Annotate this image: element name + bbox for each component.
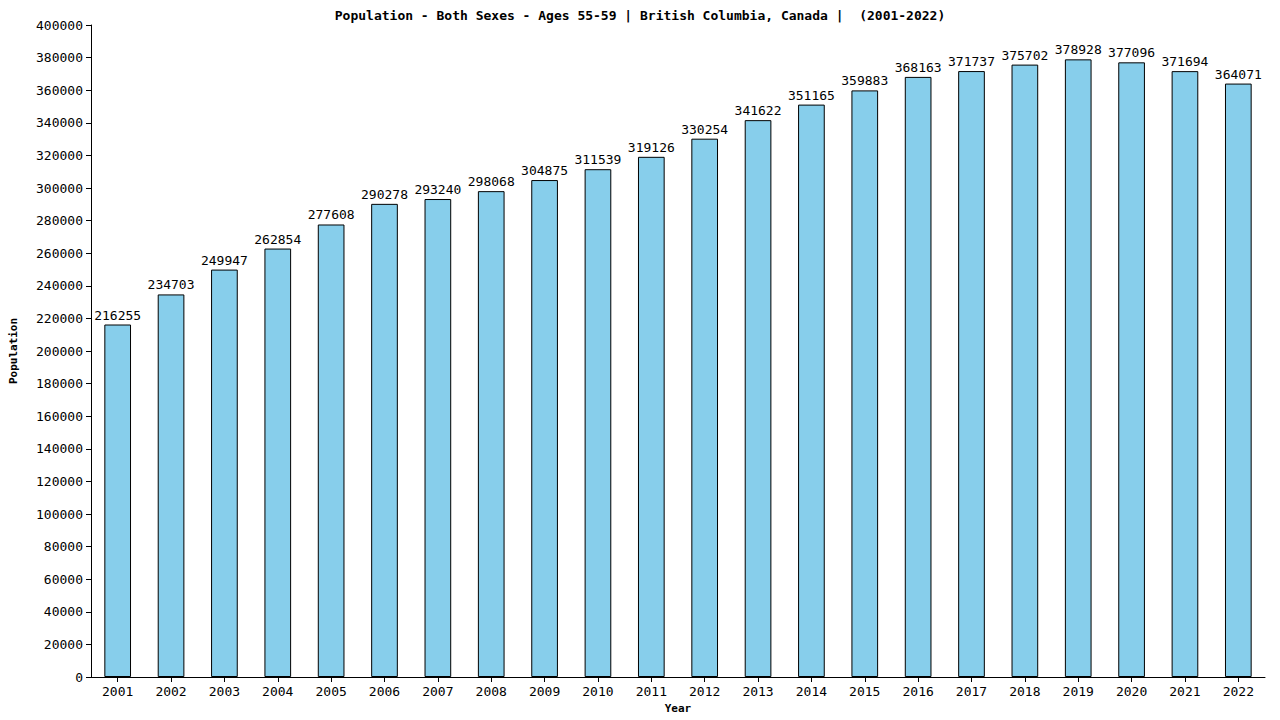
svg-text:200000: 200000 xyxy=(36,344,83,359)
svg-text:330254: 330254 xyxy=(681,122,728,137)
svg-text:2022: 2022 xyxy=(1223,684,1254,699)
svg-text:2012: 2012 xyxy=(689,684,720,699)
svg-text:260000: 260000 xyxy=(36,246,83,261)
svg-text:2009: 2009 xyxy=(529,684,560,699)
svg-text:304875: 304875 xyxy=(521,163,568,178)
svg-text:364071: 364071 xyxy=(1215,67,1262,82)
svg-text:280000: 280000 xyxy=(36,213,83,228)
svg-text:2008: 2008 xyxy=(476,684,507,699)
svg-text:2003: 2003 xyxy=(209,684,240,699)
svg-text:120000: 120000 xyxy=(36,474,83,489)
svg-text:2006: 2006 xyxy=(369,684,400,699)
svg-text:340000: 340000 xyxy=(36,115,83,130)
svg-text:371694: 371694 xyxy=(1161,54,1208,69)
svg-text:300000: 300000 xyxy=(36,181,83,196)
svg-text:400000: 400000 xyxy=(36,18,83,33)
svg-text:40000: 40000 xyxy=(44,604,83,619)
svg-text:2017: 2017 xyxy=(956,684,987,699)
svg-text:359883: 359883 xyxy=(841,73,888,88)
svg-text:2015: 2015 xyxy=(849,684,880,699)
svg-text:220000: 220000 xyxy=(36,311,83,326)
svg-text:377096: 377096 xyxy=(1108,45,1155,60)
svg-text:319126: 319126 xyxy=(628,140,675,155)
svg-text:100000: 100000 xyxy=(36,507,83,522)
svg-text:2021: 2021 xyxy=(1169,684,1200,699)
svg-text:2020: 2020 xyxy=(1116,684,1147,699)
svg-text:2005: 2005 xyxy=(315,684,346,699)
svg-text:160000: 160000 xyxy=(36,409,83,424)
svg-text:371737: 371737 xyxy=(948,54,995,69)
svg-text:2016: 2016 xyxy=(902,684,933,699)
svg-text:2013: 2013 xyxy=(742,684,773,699)
svg-text:320000: 320000 xyxy=(36,148,83,163)
svg-text:2014: 2014 xyxy=(796,684,827,699)
svg-text:375702: 375702 xyxy=(1001,48,1048,63)
svg-text:2007: 2007 xyxy=(422,684,453,699)
svg-text:Year: Year xyxy=(665,702,692,715)
svg-text:80000: 80000 xyxy=(44,539,83,554)
svg-text:0: 0 xyxy=(75,670,83,685)
svg-text:60000: 60000 xyxy=(44,572,83,587)
svg-text:2004: 2004 xyxy=(262,684,293,699)
svg-text:380000: 380000 xyxy=(36,50,83,65)
svg-text:290278: 290278 xyxy=(361,187,408,202)
svg-text:2001: 2001 xyxy=(102,684,133,699)
svg-text:351165: 351165 xyxy=(788,88,835,103)
svg-text:2018: 2018 xyxy=(1009,684,1040,699)
svg-text:234703: 234703 xyxy=(148,277,195,292)
svg-text:298068: 298068 xyxy=(468,174,515,189)
svg-text:2011: 2011 xyxy=(636,684,667,699)
svg-text:20000: 20000 xyxy=(44,637,83,652)
svg-text:249947: 249947 xyxy=(201,253,248,268)
svg-text:277608: 277608 xyxy=(308,207,355,222)
svg-text:262854: 262854 xyxy=(254,232,301,247)
svg-text:140000: 140000 xyxy=(36,441,83,456)
svg-text:293240: 293240 xyxy=(414,182,461,197)
svg-text:368163: 368163 xyxy=(895,60,942,75)
svg-text:216255: 216255 xyxy=(94,308,141,323)
svg-text:341622: 341622 xyxy=(735,103,782,118)
svg-text:360000: 360000 xyxy=(36,83,83,98)
svg-text:2010: 2010 xyxy=(582,684,613,699)
svg-text:Population - Both Sexes - Ages: Population - Both Sexes - Ages 55-59 | B… xyxy=(335,8,945,23)
svg-text:Population: Population xyxy=(7,318,20,384)
svg-text:311539: 311539 xyxy=(574,152,621,167)
svg-text:2002: 2002 xyxy=(155,684,186,699)
svg-text:180000: 180000 xyxy=(36,376,83,391)
svg-text:378928: 378928 xyxy=(1055,42,1102,57)
svg-text:2019: 2019 xyxy=(1063,684,1094,699)
svg-text:240000: 240000 xyxy=(36,278,83,293)
